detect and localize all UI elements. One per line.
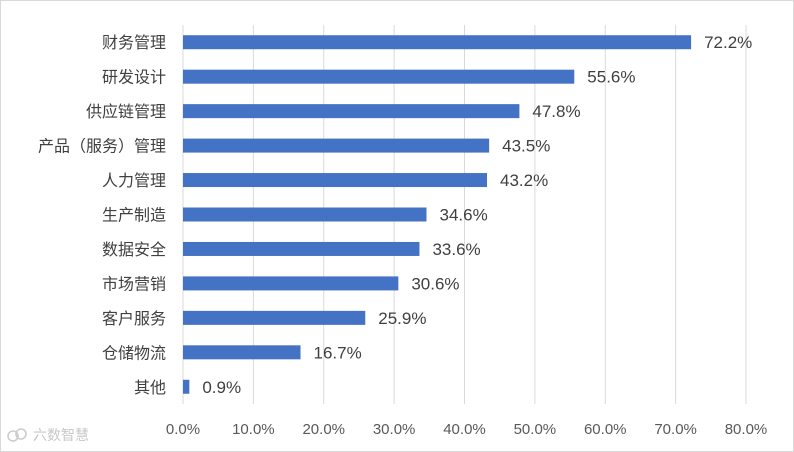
watermark-text: 六数智慧 [33, 428, 89, 444]
bar [183, 173, 488, 188]
bar [183, 241, 420, 256]
data-label: 16.7% [314, 343, 362, 362]
x-tick-label: 40.0% [443, 421, 486, 438]
x-tick-label: 70.0% [654, 421, 697, 438]
data-label: 43.2% [500, 171, 548, 190]
bar [183, 35, 692, 50]
bar [183, 276, 399, 291]
category-label: 数据安全 [102, 240, 166, 259]
x-tick-label: 80.0% [725, 421, 768, 438]
x-tick-label: 30.0% [373, 421, 416, 438]
x-tick-label: 60.0% [584, 421, 627, 438]
category-label: 人力管理 [102, 171, 166, 190]
bar [183, 104, 520, 119]
x-tick-label: 20.0% [302, 421, 345, 438]
x-tick-label: 0.0% [166, 421, 200, 438]
watermark-logo-icon [7, 428, 27, 442]
data-label: 33.6% [432, 240, 480, 259]
bar [183, 379, 190, 394]
category-label: 研发设计 [102, 68, 166, 87]
data-label: 43.5% [502, 137, 550, 156]
data-label: 47.8% [532, 102, 580, 121]
data-label: 55.6% [587, 68, 635, 87]
watermark: 六数智慧 [7, 425, 89, 445]
bar [183, 69, 575, 84]
data-label: 0.9% [202, 378, 241, 397]
category-label: 客户服务 [102, 309, 166, 328]
category-label: 仓储物流 [102, 343, 166, 362]
category-label: 产品（服务）管理 [38, 137, 166, 156]
x-tick-label: 50.0% [514, 421, 557, 438]
category-label: 生产制造 [102, 206, 166, 225]
data-label: 25.9% [378, 309, 426, 328]
data-label: 34.6% [439, 206, 487, 225]
bar [183, 207, 427, 222]
bar [183, 310, 366, 325]
x-tick-label: 10.0% [232, 421, 275, 438]
category-label: 财务管理 [102, 33, 166, 52]
category-label: 其他 [134, 378, 166, 397]
category-label: 市场营销 [102, 274, 166, 293]
data-label: 72.2% [704, 33, 752, 52]
bar [183, 138, 490, 153]
bar [183, 345, 301, 360]
category-label: 供应链管理 [86, 102, 166, 121]
data-label: 30.6% [411, 274, 459, 293]
